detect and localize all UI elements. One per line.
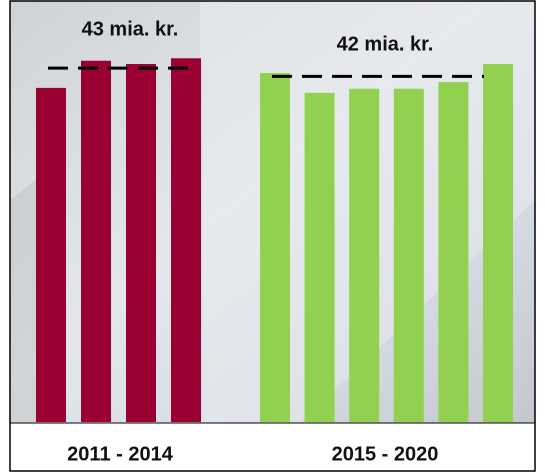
bar: [171, 58, 201, 422]
bar: [81, 61, 111, 422]
bar: [349, 89, 379, 422]
bar: [305, 93, 335, 422]
bar: [126, 64, 156, 422]
bar: [394, 89, 424, 422]
bar: [483, 64, 513, 422]
group-label: 2011 - 2014: [67, 443, 174, 465]
average-label: 43 mia. kr.: [82, 18, 179, 40]
average-label: 42 mia. kr.: [337, 33, 434, 55]
bar: [36, 88, 66, 422]
bar: [438, 82, 468, 422]
group-label: 2015 - 2020: [332, 443, 439, 465]
bar: [260, 73, 290, 422]
chart: 43 mia. kr. 2011 - 2014 42 mia. kr. 2015 - …: [0, 0, 545, 472]
